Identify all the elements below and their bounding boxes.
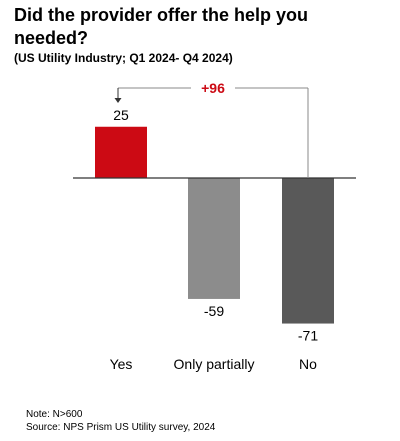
category-label: Yes (110, 356, 133, 372)
bar-only-partially (188, 178, 240, 299)
value-label: -71 (298, 328, 318, 344)
category-label: Only partially (174, 356, 255, 372)
category-label: No (299, 356, 317, 372)
value-label: -59 (204, 303, 224, 319)
note-text: Note: N>600 (26, 409, 83, 420)
chart-subtitle: (US Utility Industry; Q1 2024- Q4 2024) (14, 51, 233, 65)
annotation-arrowhead (114, 98, 122, 103)
annotation-label: +96 (201, 80, 225, 96)
bar-yes (95, 126, 147, 178)
source-text: Source: NPS Prism US Utility survey, 202… (26, 422, 216, 433)
bar-no (282, 178, 334, 324)
chart-title: Did the provider offer the help you need… (14, 5, 309, 48)
value-label: 25 (113, 107, 129, 123)
